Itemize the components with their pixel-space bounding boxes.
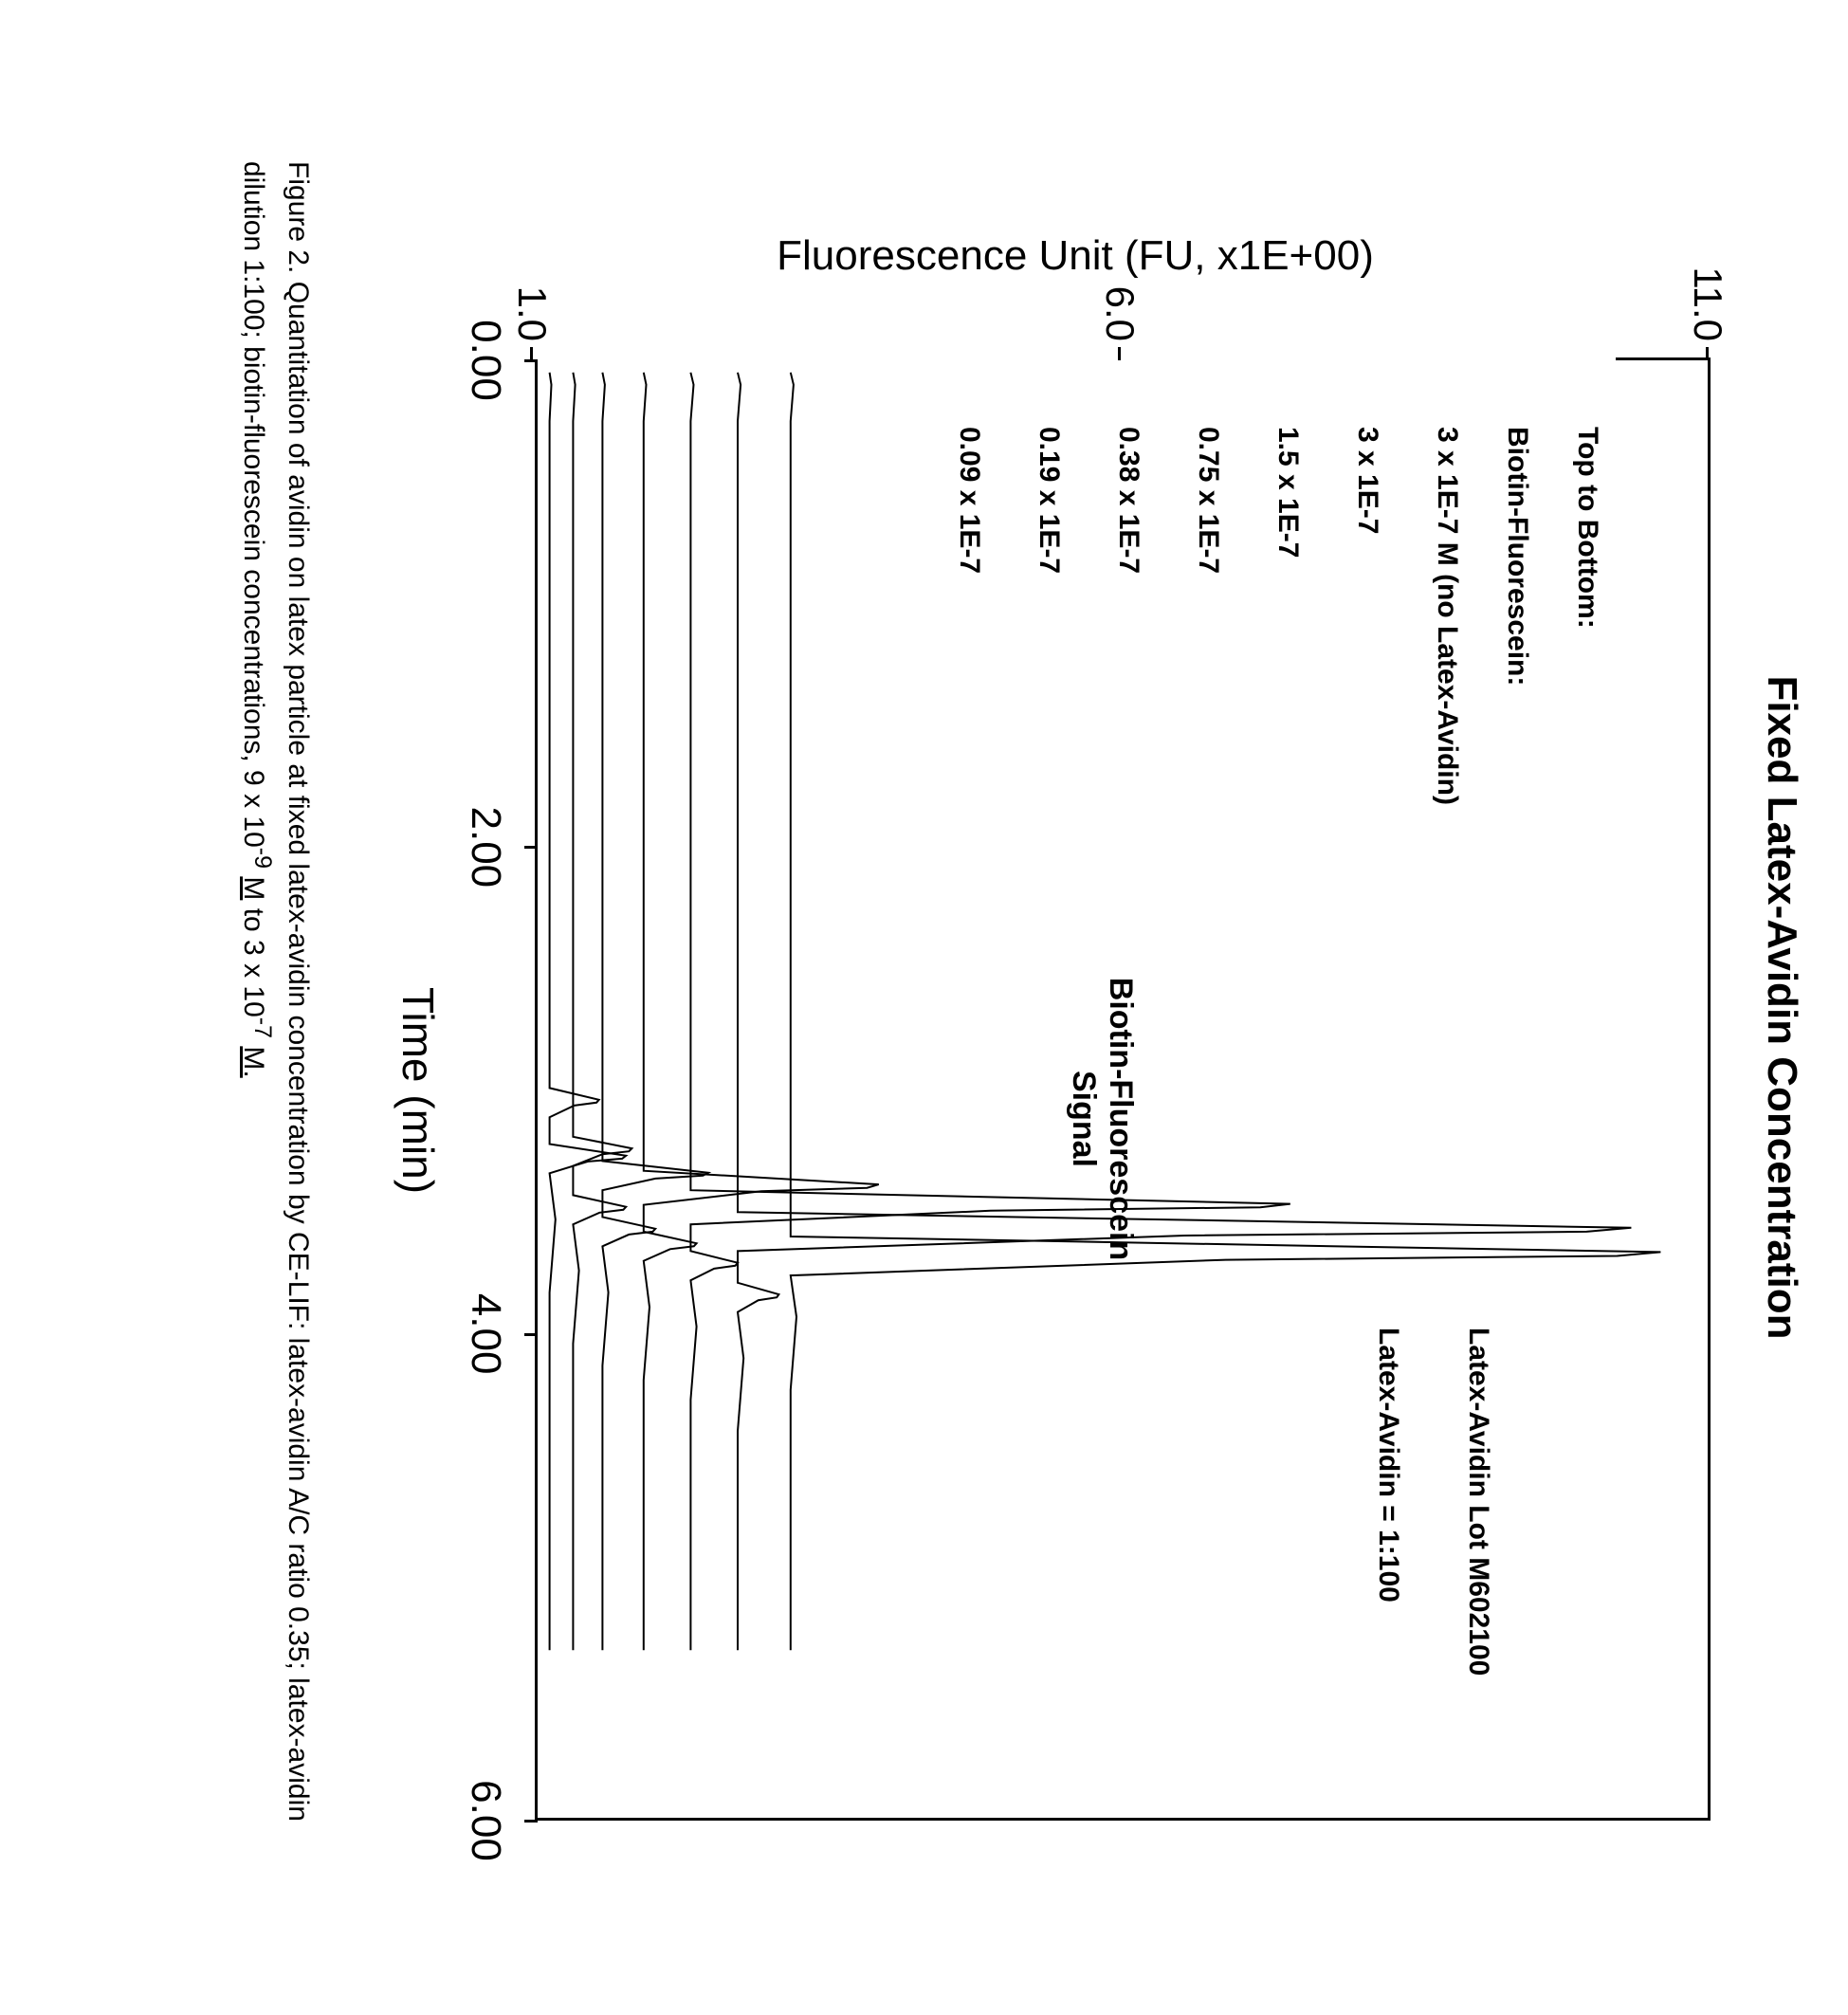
x-tick [524,1333,538,1336]
y-tick-label: 6.0 [1097,256,1143,341]
x-tick-label: 6.00 [462,1780,509,1861]
electropherogram-chart: Top to Bottom: Biotin-Fluorescein: 3 x 1E-… [535,360,1711,1821]
x-tick [524,846,538,849]
legend-line: 1.5 x 1E-7 [1272,427,1304,805]
legend-line: 3 x 1E-7 [1351,427,1383,805]
figure-caption: Figure 2. Quantitation of avidin on late… [234,161,317,1854]
legend-line: 3 x 1E-7 M (no Latex-Avidin) [1431,427,1463,805]
right-annot-2: Latex-Avidin = 1:100 [1372,1328,1404,1603]
x-axis-label: Time (min) [393,360,444,1821]
y-tick-label: 11.0 [1685,256,1730,341]
x-tick [524,1820,538,1823]
x-tick-label: 4.00 [462,1293,509,1375]
x-tick [524,359,538,362]
legend-line: 0.09 x 1E-7 [953,427,985,805]
y-tick [1118,347,1121,360]
y-tick [1706,347,1709,360]
y-axis-label: Fluorescence Unit (FU, x1E+00) [1075,232,1673,280]
right-annot-1: Latex-Avidin Lot M602100 [1462,1328,1494,1676]
x-tick-label: 0.00 [462,320,509,401]
legend-line: 0.19 x 1E-7 [1033,427,1065,805]
y-tick-label: 1.0 [509,256,555,341]
trace-4-0.75e-7 [644,373,879,1651]
peak-label: Biotin-Fluorescein Signal [1065,948,1139,1290]
legend-line: 0.38 x 1E-7 [1112,427,1144,805]
legend-line: Top to Bottom: [1571,427,1603,805]
legend-block: Top to Bottom: Biotin-Fluorescein: 3 x 1E-… [906,427,1603,805]
trace-5-0.38e-7 [602,373,708,1651]
trace-7-0.09e-7 [550,373,627,1651]
chart-container: Fluorescence Unit (FU, x1E+00) Top to Bo… [421,247,1729,1859]
legend-line: Biotin-Fluorescein: [1501,427,1533,805]
legend-line: 0.75 x 1E-7 [1192,427,1224,805]
y-tick [530,347,533,360]
x-tick-label: 2.00 [462,807,509,888]
page-title-2: Fixed Latex-Avidin Concentration [1758,0,1805,2015]
